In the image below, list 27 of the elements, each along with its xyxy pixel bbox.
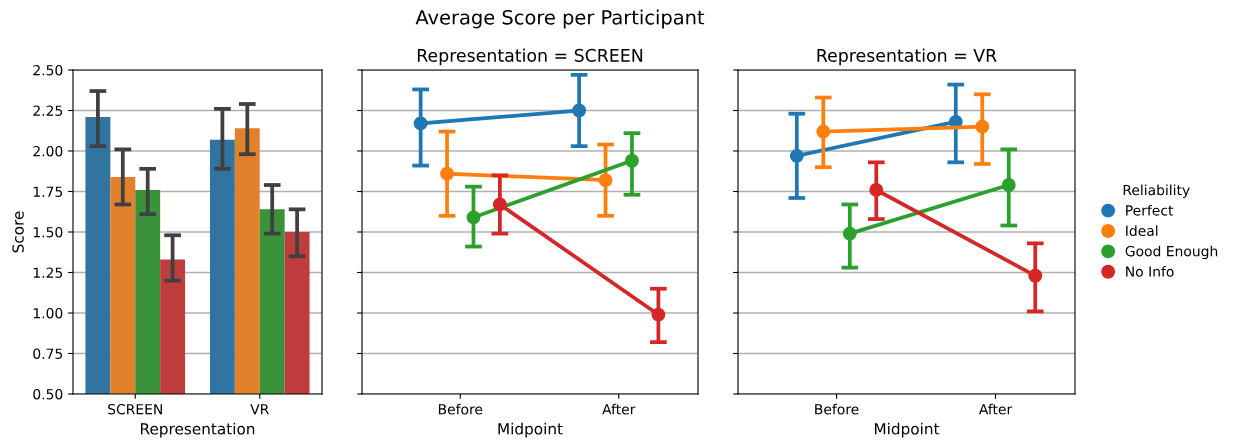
x-tick-label: Before [815, 403, 859, 415]
y-tick-label: 2.25 [33, 105, 63, 116]
y-tick-label: 2.50 [33, 64, 63, 76]
legend-label: Good Enough [1125, 245, 1218, 260]
chart-subtitle: Representation = SCREEN [417, 48, 643, 66]
x-tick-label: SCREEN [108, 403, 162, 415]
legend-label: Perfect [1126, 204, 1174, 216]
legend-label: Ideal [1126, 225, 1158, 237]
legend-title: Reliability [1123, 184, 1190, 198]
chart-subtitle: Representation = VR [817, 48, 997, 66]
x-tick-label: Before [438, 403, 483, 415]
x-axis-title: Representation [140, 422, 255, 438]
y-tick-label: 1.00 [33, 307, 63, 319]
y-tick-label: 1.75 [33, 186, 63, 197]
legend-label: No Info [1126, 266, 1174, 277]
y-tick-label: 0.50 [33, 388, 63, 400]
y-tick-label: 0.75 [33, 348, 63, 359]
x-tick-label: VR [250, 404, 269, 415]
x-tick-label: After [602, 403, 636, 415]
y-tick-label: 1.25 [33, 267, 63, 278]
x-axis-title: Midpoint [498, 422, 563, 438]
chart-title: Average Score per Participant [415, 9, 705, 29]
x-axis-title: Midpoint [874, 422, 940, 438]
y-tick-label: 1.50 [33, 226, 63, 238]
y-tick-label: 2.00 [33, 145, 63, 157]
y-axis-title: Score [12, 211, 24, 253]
x-tick-label: After [978, 403, 1013, 415]
